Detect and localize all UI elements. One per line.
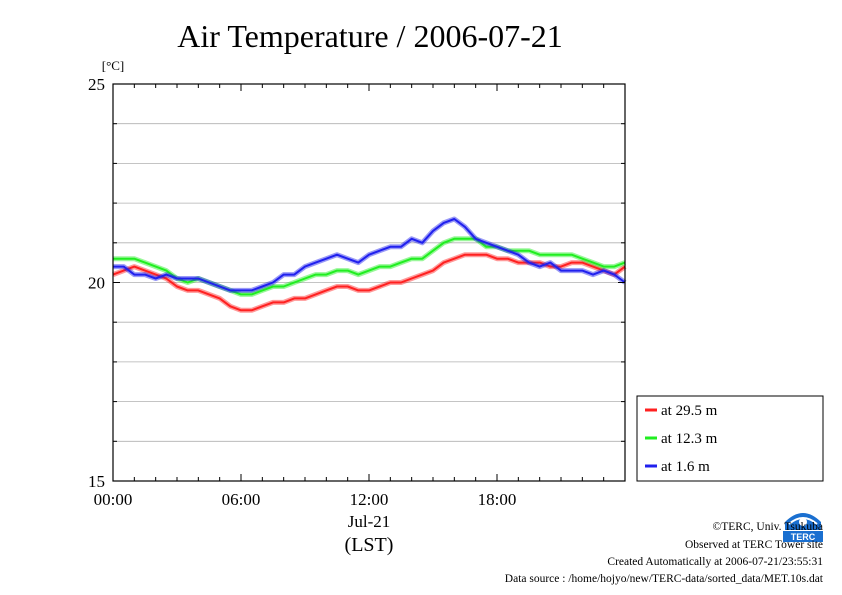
- legend-box: [636, 395, 824, 482]
- x-axis-label: (LST): [345, 534, 394, 556]
- y-tick-label: 20: [88, 274, 105, 293]
- x-tick-label: 06:00: [222, 490, 261, 509]
- y-tick-label: 15: [88, 472, 105, 491]
- terc-logo-icon: TERC: [783, 502, 823, 542]
- x-axis-date-label: Jul-21: [348, 512, 391, 531]
- series-lines: [112, 216, 627, 313]
- series-line: [112, 253, 626, 312]
- legend-label: at 29.5 m: [661, 403, 718, 419]
- observed-at-text: Observed at TERC Tower site: [684, 539, 823, 551]
- chart-title: Air Temperature / 2006-07-21: [177, 18, 563, 54]
- legend-label: at 1.6 m: [661, 459, 710, 475]
- legend: at 29.5 m at 12.3 m at 1.6 m: [636, 395, 824, 482]
- copyright-text: ©TERC, Univ. Tsukuba: [712, 521, 823, 533]
- legend-label: at 12.3 m: [661, 431, 718, 447]
- created-at-text: Created Automatically at 2006-07-21/23:5…: [607, 556, 823, 568]
- grid-lines: [113, 123, 625, 442]
- x-tick-label: 18:00: [478, 490, 517, 509]
- axis-ticks: 15 20 25 00:00 06:00 12:00 18:00: [88, 75, 626, 509]
- logo-text: TERC: [791, 532, 816, 542]
- series-line: [113, 218, 626, 292]
- x-tick-label: 12:00: [350, 490, 389, 509]
- x-tick-label: 00:00: [94, 490, 133, 509]
- y-tick-label: 25: [88, 75, 105, 94]
- y-axis-unit-label: [°C]: [102, 58, 125, 73]
- data-source-text: Data source : /home/hojyo/new/TERC-data/…: [504, 573, 823, 585]
